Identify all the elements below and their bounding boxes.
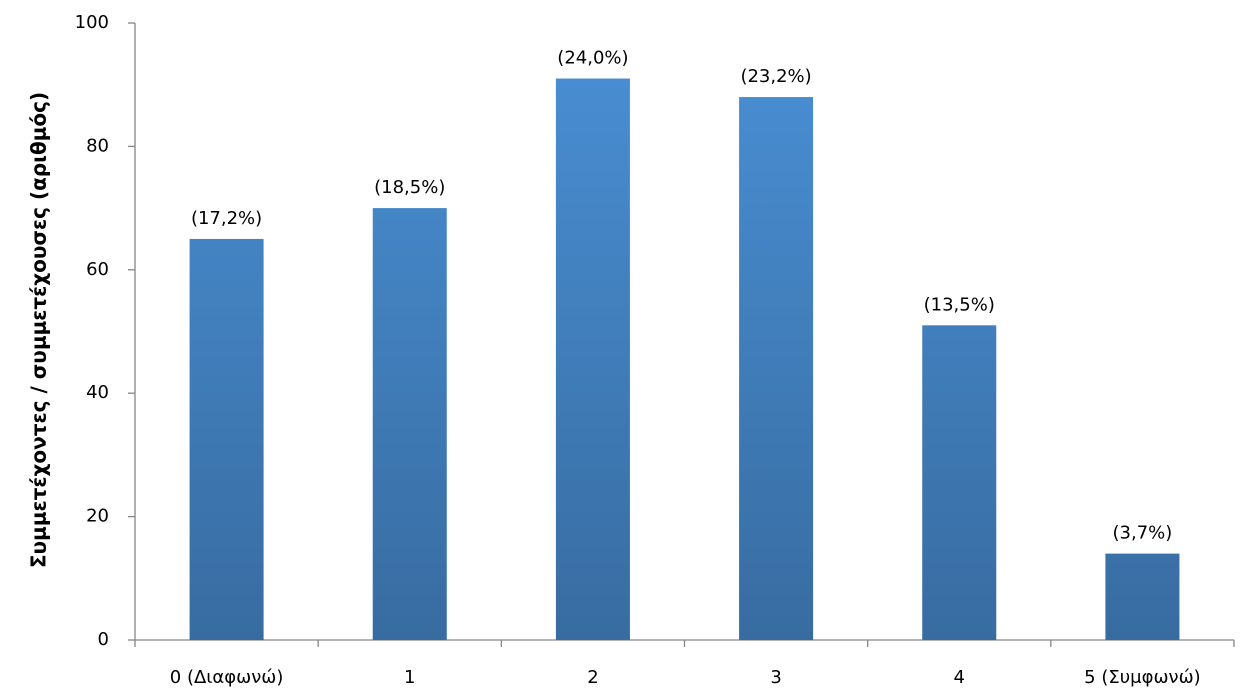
y-axis-label: Συμμετέχοντες / συμμετέχουσες (αριθμός): [27, 92, 51, 568]
data-label: (24,0%): [557, 48, 628, 69]
y-tick-label: 40: [86, 382, 109, 403]
data-label: (3,7%): [1113, 523, 1173, 544]
data-label: (13,5%): [924, 294, 995, 315]
y-tick-label: 60: [86, 259, 109, 280]
y-tick-label: 100: [75, 12, 109, 33]
bar: [189, 238, 264, 640]
bar: [739, 97, 814, 641]
x-tick-label: 4: [954, 667, 965, 688]
y-tick-label: 80: [86, 135, 109, 156]
bar: [372, 208, 447, 640]
y-tick-label: 20: [86, 506, 109, 527]
y-tick-label: 0: [98, 629, 109, 650]
x-tick-label: 5 (Συμφωνώ): [1084, 667, 1201, 688]
data-label: (23,2%): [740, 66, 811, 87]
bar: [922, 325, 997, 640]
data-label: (17,2%): [191, 208, 262, 229]
bar: [555, 78, 630, 640]
data-label: (18,5%): [374, 177, 445, 198]
x-tick-label: 3: [770, 667, 781, 688]
x-tick-label: 1: [404, 667, 415, 688]
x-tick-label: 2: [587, 667, 598, 688]
bar: [1105, 553, 1180, 640]
x-tick-label: 0 (Διαφωνώ): [170, 667, 284, 688]
